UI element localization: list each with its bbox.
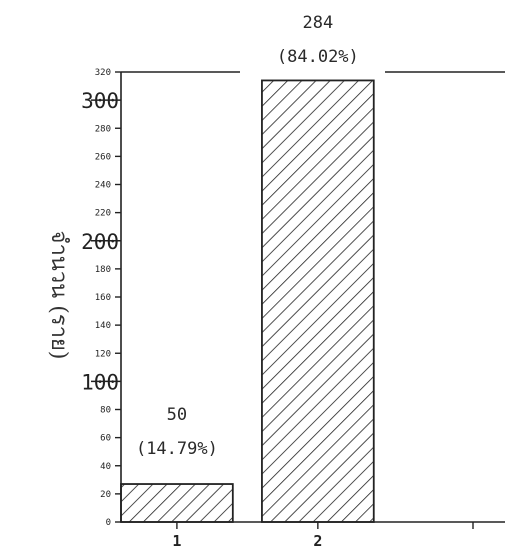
y-major-tick-label: 200 (81, 230, 119, 254)
y-tick-label: 20 (100, 490, 111, 500)
y-tick-label: 180 (95, 265, 111, 275)
bar-1 (120, 483, 234, 523)
data-label-percent: (84.02%) (277, 47, 359, 67)
y-tick-label: 40 (100, 462, 111, 472)
data-label-value: 50 (167, 405, 187, 425)
y-tick-label: 220 (95, 209, 111, 219)
y-tick-label: 280 (95, 124, 111, 134)
bars (120, 79, 375, 523)
y-major-tick-label: 100 (81, 370, 119, 394)
y-tick-label: 260 (95, 152, 111, 162)
y-tick-label: 0 (106, 518, 111, 528)
y-tick-label: 240 (95, 181, 111, 191)
y-tick-label: 320 (95, 68, 111, 78)
y-axis-label: จำนวน (ราย) (46, 231, 71, 360)
x-tick-label: 1 (172, 532, 181, 550)
y-major-tick-label: 300 (81, 89, 119, 113)
data-label-value: 284 (302, 13, 333, 33)
y-ticks: 0 20 40 60 80 120 140 160 180 220 240 260 280 320 100 2… (81, 68, 121, 528)
y-tick-label: 60 (100, 434, 111, 444)
y-tick-label: 120 (95, 349, 111, 359)
y-tick-label: 140 (95, 321, 111, 331)
data-label-percent: (14.79%) (136, 439, 218, 459)
x-tick-label: 2 (313, 532, 322, 550)
data-labels: 50 (14.79%) 284 (84.02%) (136, 13, 359, 459)
y-tick-label: 160 (95, 293, 111, 303)
y-tick-label: 80 (100, 406, 111, 416)
bar-2 (261, 79, 375, 523)
